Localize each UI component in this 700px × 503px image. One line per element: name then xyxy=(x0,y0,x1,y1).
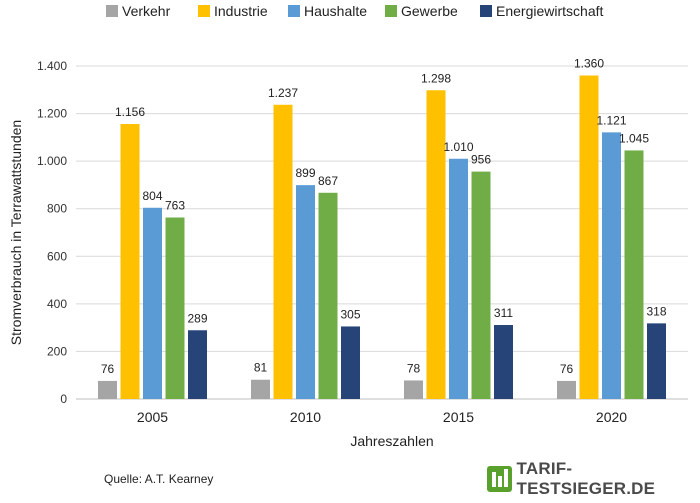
y-tick-label: 400 xyxy=(47,297,67,311)
legend-swatch-gewerbe xyxy=(385,5,397,17)
data-label-verkehr-2015: 78 xyxy=(407,361,421,375)
bar-energiewirtschaft-2010 xyxy=(341,326,360,399)
data-label-gewerbe-2005: 763 xyxy=(165,199,185,213)
bar-haushalte-2015 xyxy=(449,158,468,399)
bar-industrie-2020 xyxy=(579,75,599,399)
bar-gewerbe-2010 xyxy=(318,192,338,399)
legend-swatch-industrie xyxy=(198,5,210,17)
y-tick-label: 1.000 xyxy=(37,154,67,168)
data-label-industrie-2015: 1.298 xyxy=(421,71,451,85)
legend-label-haushalte: Haushalte xyxy=(304,3,367,19)
y-tick-label: 1.400 xyxy=(37,59,67,73)
data-label-verkehr-2010: 81 xyxy=(254,361,268,375)
bar-gewerbe-2020 xyxy=(624,150,644,399)
legend-label-energiewirtschaft: Energiewirtschaft xyxy=(496,3,603,19)
bar-verkehr-2005 xyxy=(98,380,117,399)
y-tick-label: 1.200 xyxy=(37,107,67,121)
data-label-haushalte-2010: 899 xyxy=(295,166,315,180)
data-label-gewerbe-2010: 867 xyxy=(318,174,338,188)
data-label-haushalte-2015: 1.010 xyxy=(443,140,473,154)
legend-swatch-haushalte xyxy=(288,5,300,17)
legend-label-gewerbe: Gewerbe xyxy=(401,3,458,19)
legend-label-industrie: Industrie xyxy=(214,3,268,19)
data-label-gewerbe-2015: 956 xyxy=(471,153,491,167)
bar-industrie-2010 xyxy=(273,104,293,399)
bar-verkehr-2020 xyxy=(557,380,576,399)
bar-chart-logo-icon xyxy=(487,466,512,492)
bar-haushalte-2020 xyxy=(602,132,621,400)
data-label-haushalte-2020: 1.121 xyxy=(596,113,626,127)
y-tick-label: 800 xyxy=(47,202,67,216)
bar-energiewirtschaft-2015 xyxy=(494,325,513,399)
data-label-haushalte-2005: 804 xyxy=(142,189,162,203)
x-axis-title: Jahreszahlen xyxy=(350,433,433,449)
x-tick-label-2005: 2005 xyxy=(137,409,168,425)
legend-swatch-verkehr xyxy=(106,5,118,17)
brand-name: TARIF-TESTSIEGER.DE xyxy=(516,459,656,498)
data-label-verkehr-2005: 76 xyxy=(101,362,115,376)
data-label-industrie-2010: 1.237 xyxy=(268,86,298,100)
data-label-industrie-2020: 1.360 xyxy=(574,57,604,71)
bar-energiewirtschaft-2005 xyxy=(188,330,207,399)
y-tick-label: 200 xyxy=(47,344,67,358)
legend-label-verkehr: Verkehr xyxy=(122,3,171,19)
data-label-industrie-2005: 1.156 xyxy=(115,105,145,119)
bar-gewerbe-2005 xyxy=(165,217,185,399)
x-tick-label-2010: 2010 xyxy=(290,409,321,425)
bar-haushalte-2010 xyxy=(296,185,315,399)
y-tick-label: 0 xyxy=(60,392,67,406)
data-label-gewerbe-2020: 1.045 xyxy=(619,131,649,145)
bar-verkehr-2010 xyxy=(251,379,270,399)
bar-industrie-2005 xyxy=(120,124,140,399)
data-label-energiewirtschaft-2015: 311 xyxy=(494,306,513,320)
x-tick-label-2015: 2015 xyxy=(443,409,474,425)
bar-haushalte-2005 xyxy=(143,207,162,399)
y-axis-title: Stromverbrauch in Terrawattstunden xyxy=(8,120,24,345)
data-label-energiewirtschaft-2005: 289 xyxy=(187,311,207,325)
source-note: Quelle: A.T. Kearney xyxy=(104,472,214,486)
data-label-energiewirtschaft-2010: 305 xyxy=(340,307,360,321)
data-label-verkehr-2020: 76 xyxy=(560,362,574,376)
data-label-energiewirtschaft-2020: 318 xyxy=(646,304,666,318)
y-tick-label: 600 xyxy=(47,249,67,263)
bar-industrie-2015 xyxy=(426,90,446,400)
bar-energiewirtschaft-2020 xyxy=(647,323,666,399)
bar-verkehr-2015 xyxy=(404,380,423,399)
legend-swatch-energiewirtschaft xyxy=(480,5,492,17)
bar-gewerbe-2015 xyxy=(471,171,491,399)
brand-logo[interactable]: TARIF-TESTSIEGER.DE xyxy=(487,459,700,498)
x-tick-label-2020: 2020 xyxy=(596,409,627,425)
